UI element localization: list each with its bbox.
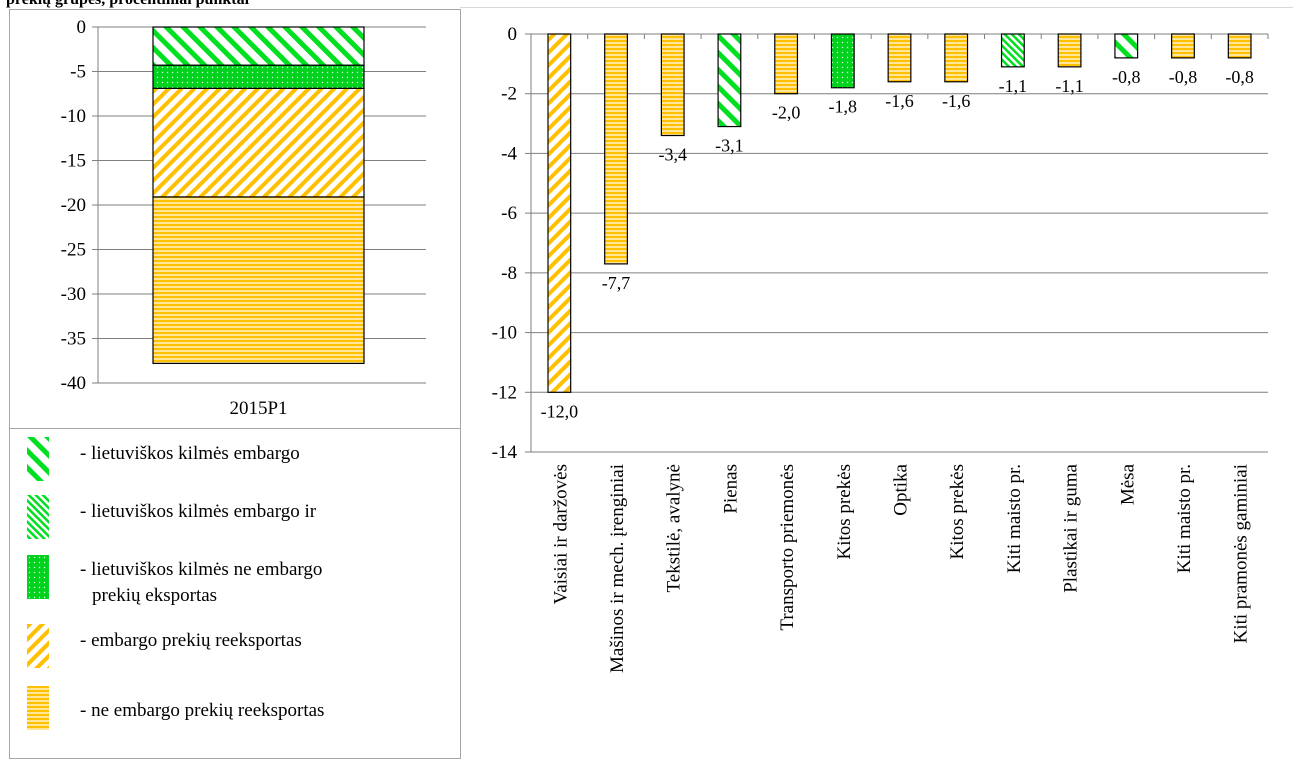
stack-segment (152, 87, 365, 198)
bar (944, 33, 969, 83)
y-tick-label: -35 (61, 329, 86, 350)
legend-item: - lietuviškos kilmės embargo ir (14, 495, 454, 545)
top-divider (460, 7, 1293, 8)
bar (1057, 33, 1082, 68)
y-tick-label: -5 (70, 62, 86, 83)
legend-item: - lietuviškos kilmės ne embargo prekių ek… (14, 553, 454, 606)
legend-item: - lietuviškos kilmės embargo (14, 437, 454, 487)
x-tick-label: Kiti maisto pr. (1174, 464, 1195, 573)
x-tick-label: Optika (891, 463, 912, 515)
stack-segment (152, 64, 365, 90)
page-title: prekių grupes, procentiniai punktai (6, 0, 249, 9)
bar (717, 33, 742, 128)
y-tick-label: -15 (61, 151, 86, 172)
legend-label: - embargo prekių reeksportas (80, 630, 302, 651)
x-tick-label: Plastikai ir guma (1061, 463, 1082, 592)
stack-segment (152, 196, 365, 365)
legend-label: - ne embargo prekių reeksportas (80, 700, 325, 721)
data-label: -0,8 (1225, 67, 1254, 87)
data-label: -1,6 (942, 91, 971, 111)
green-dotted-swatch (27, 555, 49, 599)
legend-item: - embargo prekių reeksportas (14, 624, 454, 674)
x-tick-label: 2015P1 (229, 398, 287, 419)
data-label: -2,0 (772, 103, 801, 123)
x-tick-label: Pienas (720, 464, 741, 514)
data-label: -0,8 (1169, 67, 1198, 87)
bar (604, 33, 628, 265)
x-tick-label: Tekstilė, avalynė (664, 464, 685, 592)
category-bar-chart: 0 -2 -4 -6 -8 -10 -12 -14 -12,0 Vaisiai ir daržov… (492, 24, 1269, 673)
y-tick-label: -30 (61, 284, 86, 305)
left-chart-frame (9, 9, 461, 429)
y-tick-label: -6 (501, 203, 517, 224)
bar (887, 33, 912, 83)
bar (1227, 33, 1252, 59)
stack-segment (152, 26, 365, 66)
y-tick-label: -4 (501, 143, 517, 164)
data-label: -1,8 (829, 97, 858, 117)
bar (547, 33, 572, 393)
y-tick-label: -10 (492, 323, 517, 344)
y-tick-label: 0 (508, 24, 518, 45)
x-tick-label: Mėsa (1117, 463, 1138, 505)
x-tick-label: Kiti pramonės gaminiai (1231, 464, 1252, 643)
x-tick-label: Kitos prekės (834, 464, 855, 560)
y-tick-label: -14 (492, 442, 518, 463)
stacked-bar-chart: 0 -5 -10 -15 -20 -25 -30 -35 -40 2015P1 (61, 17, 426, 419)
bar (660, 33, 685, 137)
y-tick-label: -10 (61, 106, 86, 127)
yellow-horizontal-swatch (27, 686, 49, 730)
x-tick-label: Mašinos ir mech. įrenginiai (607, 464, 628, 673)
y-tick-label: -40 (61, 373, 86, 394)
data-label: -1,1 (999, 76, 1028, 96)
x-tick-label: Vaisiai ir daržovės (550, 464, 571, 604)
y-tick-label: 0 (77, 17, 87, 38)
legend-label: - lietuviškos kilmės ne embargo (80, 559, 323, 580)
x-tick-label: Kitos prekės (947, 464, 968, 560)
data-label: -7,7 (602, 273, 631, 293)
legend-item: - ne embargo prekių reeksportas (14, 686, 454, 736)
legend-label: - lietuviškos kilmės embargo ir (80, 501, 317, 522)
data-label: -3,1 (715, 136, 744, 156)
legend-label: - lietuviškos kilmės embargo (80, 443, 300, 464)
bar (1171, 33, 1195, 59)
y-tick-label: -12 (492, 382, 517, 403)
data-label: -0,8 (1112, 67, 1141, 87)
green-diagonal-swatch (27, 437, 49, 481)
y-tick-label: -2 (501, 84, 517, 105)
left-panel (9, 9, 461, 759)
legend-label-line2: prekių eksportas (92, 585, 218, 606)
x-tick-label: Kiti maisto pr. (1004, 464, 1025, 573)
data-label: -1,6 (885, 91, 914, 111)
bar (1000, 33, 1025, 68)
bar (830, 33, 855, 89)
y-tick-label: -25 (61, 240, 86, 261)
yellow-diagonal-swatch (27, 624, 49, 668)
y-tick-label: -20 (61, 195, 86, 216)
y-tick-label: -8 (501, 263, 517, 284)
data-label: -12,0 (541, 401, 579, 421)
green-thin-diagonal-swatch (27, 495, 49, 539)
data-label: -3,4 (658, 145, 687, 165)
bar (1114, 33, 1139, 59)
x-tick-label: Transporto priemonės (777, 464, 798, 631)
bar (774, 33, 799, 95)
data-label: -1,1 (1055, 76, 1084, 96)
